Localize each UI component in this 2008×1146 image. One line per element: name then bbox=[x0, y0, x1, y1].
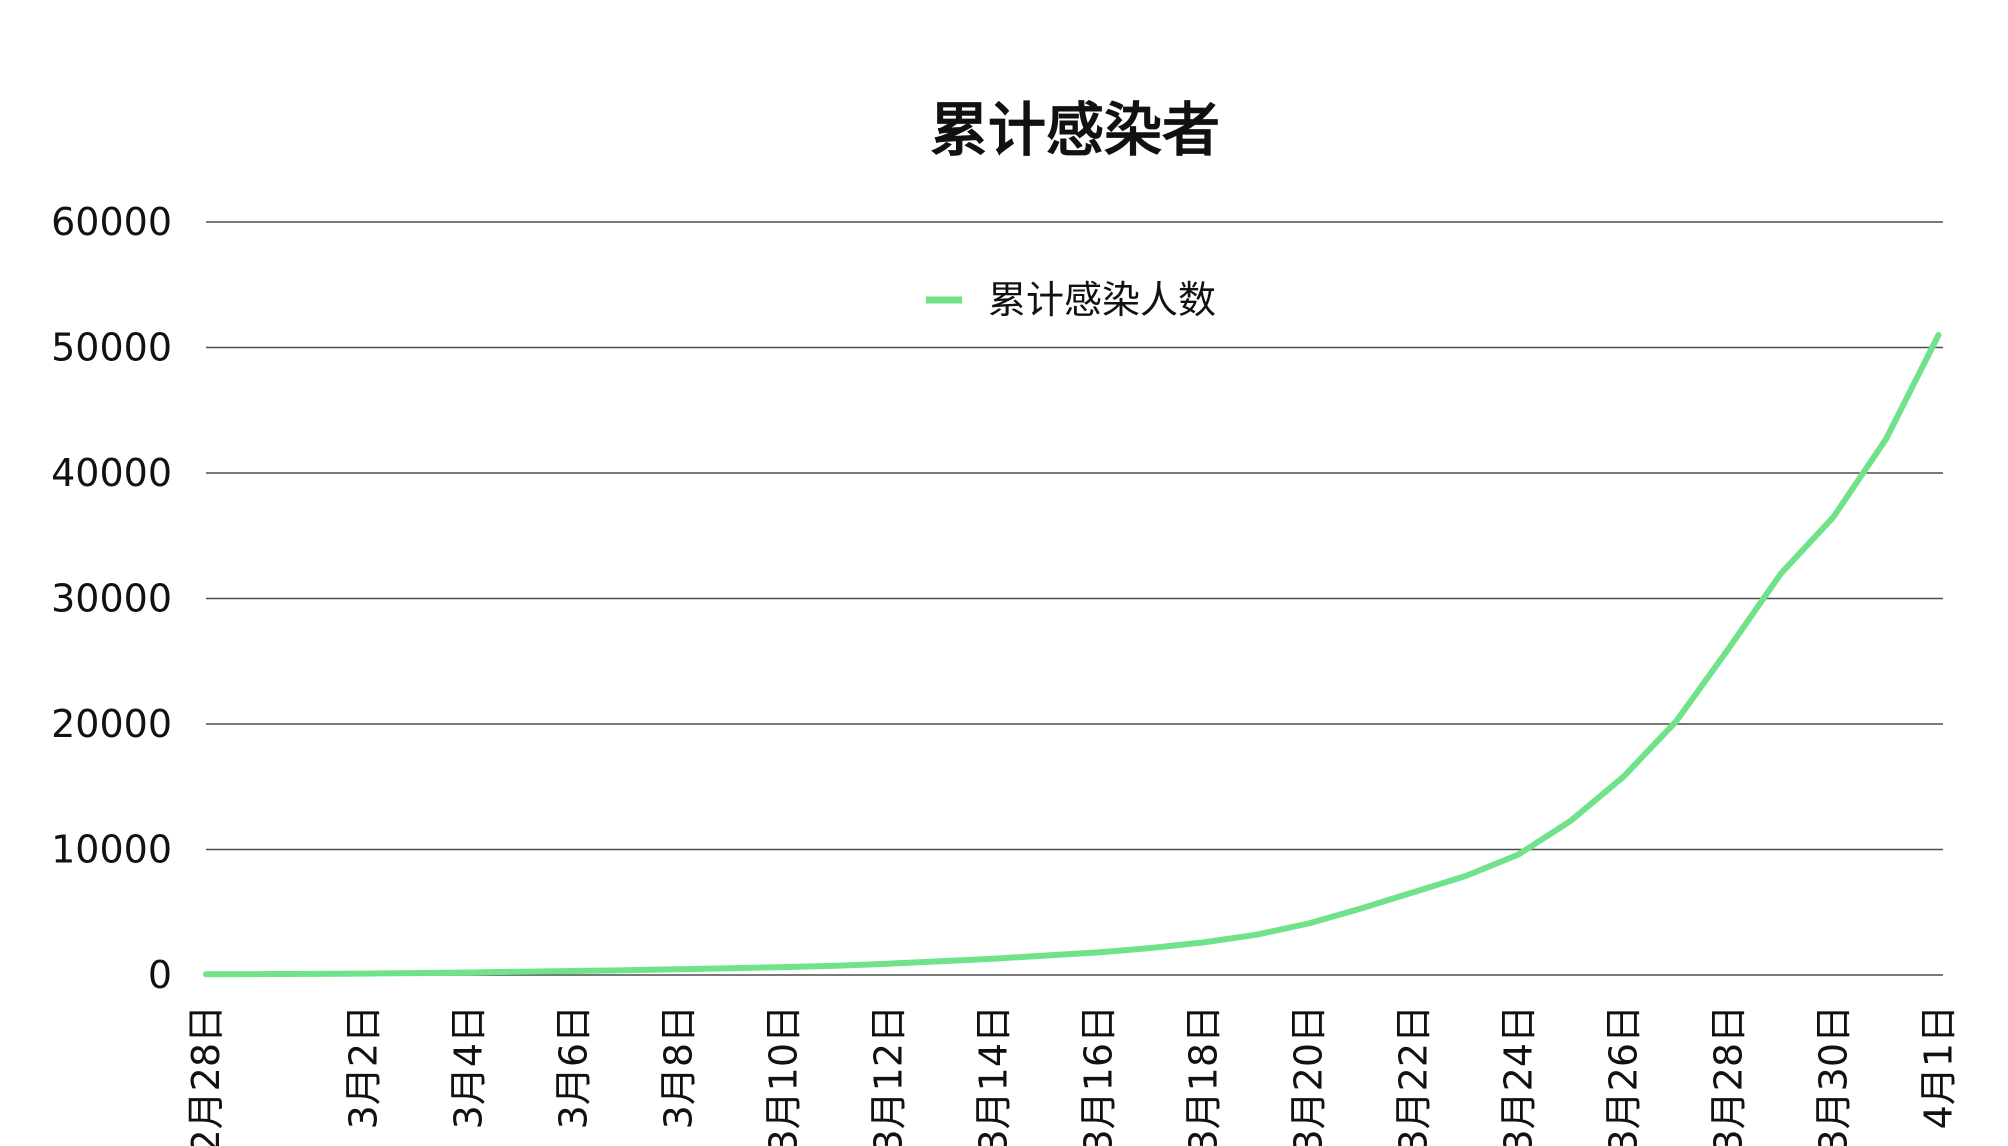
x-tick-label: 3月24日 bbox=[1497, 1005, 1541, 1146]
x-tick-label: 3月28日 bbox=[1707, 1005, 1751, 1146]
gridlines bbox=[206, 221, 1943, 976]
y-tick-label: 30000 bbox=[51, 577, 172, 621]
series-line bbox=[203, 332, 1942, 978]
x-tick-label: 3月12日 bbox=[867, 1005, 911, 1146]
x-tick-label: 3月18日 bbox=[1182, 1005, 1226, 1146]
y-tick-label: 40000 bbox=[51, 451, 172, 495]
series-layer bbox=[203, 332, 1942, 978]
x-tick-label: 3月26日 bbox=[1602, 1005, 1646, 1146]
x-tick-label: 3月8日 bbox=[657, 1005, 701, 1129]
x-tick-label: 3月10日 bbox=[762, 1005, 806, 1146]
x-tick-label: 3月30日 bbox=[1812, 1005, 1856, 1146]
y-tick-label: 50000 bbox=[51, 326, 172, 370]
x-tick-label: 2月28日 bbox=[184, 1005, 228, 1146]
x-tick-label: 3月16日 bbox=[1077, 1005, 1121, 1146]
y-tick-label: 0 bbox=[148, 953, 172, 997]
x-tick-label: 3月22日 bbox=[1392, 1005, 1436, 1146]
x-tick-label: 3月6日 bbox=[552, 1005, 596, 1129]
y-tick-label: 10000 bbox=[51, 828, 172, 872]
legend-label: 累计感染人数 bbox=[988, 278, 1216, 322]
legend: 累计感染人数 bbox=[926, 278, 1216, 322]
x-tick-label: 3月4日 bbox=[447, 1005, 491, 1129]
y-axis-ticks: 0 10000 20000 30000 40000 50000 60000 bbox=[51, 200, 172, 997]
x-tick-label: 3月14日 bbox=[972, 1005, 1016, 1146]
y-tick-label: 60000 bbox=[51, 200, 172, 244]
x-tick-label: 4月1日 bbox=[1917, 1005, 1961, 1129]
x-axis-ticks: 2月28日 3月2日 3月4日 3月6日 3月8日 3月10日 3月12日 3月14日 3月16… bbox=[184, 1005, 1961, 1146]
chart-title: 累计感染者 bbox=[930, 96, 1220, 164]
x-tick-label: 3月2日 bbox=[342, 1005, 386, 1129]
x-tick-label: 3月20日 bbox=[1287, 1005, 1331, 1146]
y-tick-label: 20000 bbox=[51, 702, 172, 746]
